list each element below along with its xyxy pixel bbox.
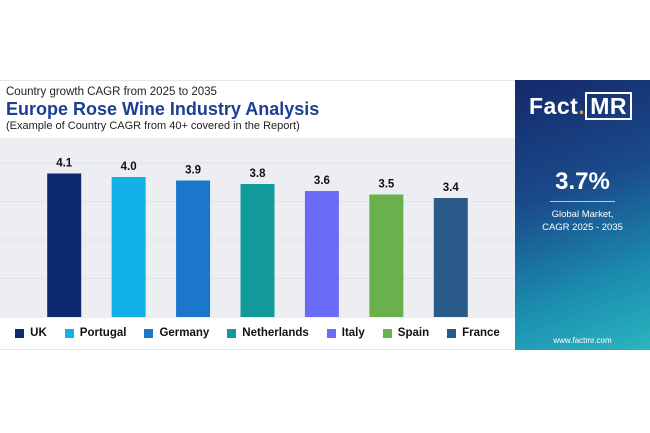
legend-label: Germany (159, 327, 210, 339)
global-cagr-caption: Global Market, CAGR 2025 - 2035 (515, 208, 650, 234)
infographic-card: Country growth CAGR from 2025 to 2035 Eu… (0, 80, 650, 350)
legend-item-netherlands: Netherlands (227, 327, 309, 339)
legend-item-italy: Italy (326, 327, 365, 339)
caption-line-1: Global Market, (551, 209, 614, 220)
bar-portugal (111, 177, 146, 317)
data-label-germany: 3.9 (185, 165, 201, 177)
plot-area: 4.1 4.0 3.9 3.8 3.6 3.5 3.4 (0, 138, 515, 318)
chart-note: (Example of Country CAGR from 40+ covere… (6, 120, 300, 132)
bar-germany (176, 180, 211, 317)
legend-label: Spain (397, 327, 430, 339)
data-label-italy: 3.6 (314, 175, 330, 187)
data-label-spain: 3.5 (378, 179, 395, 191)
global-cagr-value: 3.7% (555, 168, 610, 195)
legend-item-portugal: Portugal (64, 327, 127, 339)
legend-swatch (447, 328, 457, 338)
legend-swatch (227, 328, 237, 338)
legend-item-france: France (447, 327, 500, 339)
bar-italy (304, 191, 339, 317)
legend-label: UK (30, 327, 47, 339)
data-label-france: 3.4 (443, 182, 460, 194)
bar-netherlands (240, 184, 275, 317)
legend-swatch (15, 328, 25, 338)
bar-spain (369, 194, 404, 317)
bar-france (433, 198, 468, 317)
chart-title: Europe Rose Wine Industry Analysis (6, 99, 320, 119)
divider (550, 201, 615, 202)
caption-line-2: CAGR 2025 - 2035 (542, 222, 623, 233)
chart-subtitle: Country growth CAGR from 2025 to 2035 (6, 86, 217, 98)
legend-swatch (382, 328, 392, 338)
data-label-netherlands: 3.8 (250, 168, 267, 180)
chart-header: Country growth CAGR from 2025 to 2035 Eu… (6, 86, 511, 133)
legend-swatch (144, 328, 154, 338)
chart-panel: Country growth CAGR from 2025 to 2035 Eu… (0, 80, 515, 350)
legend-label: Netherlands (242, 327, 309, 339)
legend-label: Portugal (79, 327, 127, 339)
website-url: www.factmr.com (553, 336, 612, 345)
logo-text-mr: MR (585, 92, 632, 120)
factmr-logo: Fact. MR (529, 92, 632, 120)
legend-swatch (64, 328, 74, 338)
legend-swatch (326, 328, 336, 338)
bar-uk (47, 173, 82, 317)
brand-panel: Fact. MR 3.7% Global Market, CAGR 2025 - … (515, 80, 650, 350)
data-label-uk: 4.1 (56, 158, 73, 170)
data-label-portugal: 4.0 (121, 161, 137, 173)
logo-text-fact: Fact (529, 92, 579, 119)
legend-label: France (462, 327, 500, 339)
legend-label: Italy (341, 327, 365, 339)
legend-item-uk: UK (15, 327, 47, 339)
logo-dot: . (578, 92, 586, 119)
legend-item-spain: Spain (382, 327, 430, 339)
bar-chart: 4.1 4.0 3.9 3.8 3.6 3.5 3.4 (0, 158, 515, 317)
legend-item-germany: Germany (144, 327, 209, 339)
chart-legend: UK Portugal Germany Netherlands Italy Spain Fr… (0, 323, 515, 343)
